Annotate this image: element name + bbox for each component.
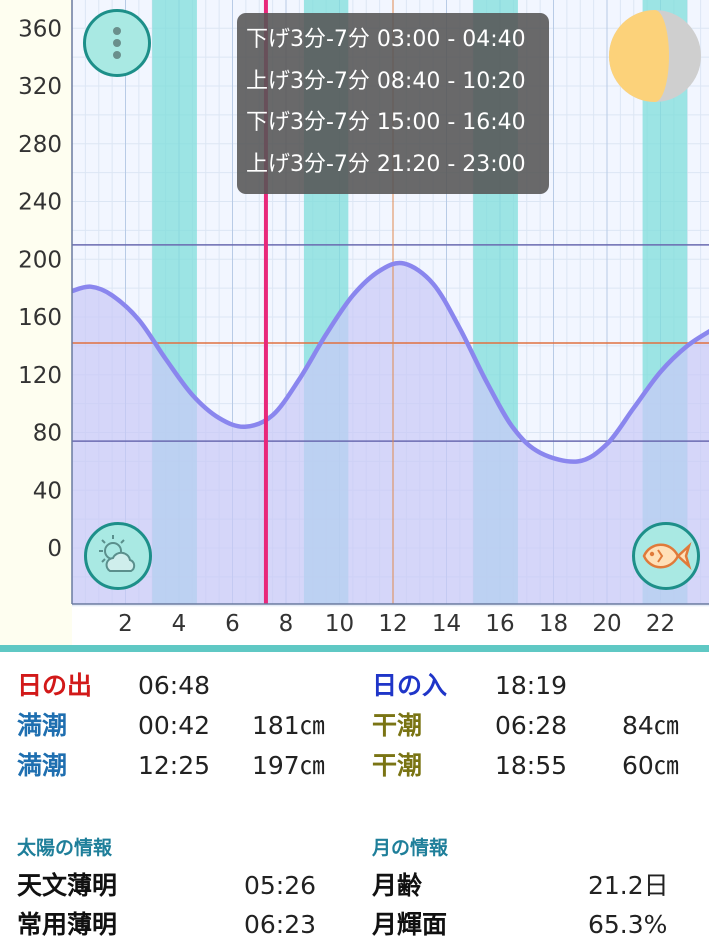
- popup-line: 上げ3分-7分 08:40 - 10:20: [246, 68, 526, 94]
- high-tide-label: 満潮: [17, 751, 68, 780]
- moon-age-value: 21.2日: [588, 871, 669, 900]
- sun-info-title: 太陽の情報: [17, 837, 113, 859]
- tide-area: [72, 263, 709, 604]
- dots-vertical-icon: [113, 27, 121, 59]
- tide-chart[interactable]: 360 320 280 240 200 160 120 80 40 0 2 4 6 8 10 12 14 16 18…: [0, 0, 709, 645]
- weather-button[interactable]: [84, 522, 152, 590]
- sunset-label: 日の入: [372, 671, 448, 700]
- popup-line: 上げ3分-7分 21:20 - 23:00: [246, 151, 526, 177]
- civil-twilight-label: 常用薄明: [17, 910, 118, 939]
- y-axis-panel: [0, 0, 72, 645]
- partly-cloudy-icon: [99, 535, 136, 572]
- menu-button[interactable]: [83, 9, 151, 77]
- moon-age-label: 月齢: [372, 871, 423, 900]
- high-tide-height: 197㎝: [252, 751, 325, 780]
- y-tick-label: 240: [18, 190, 62, 216]
- x-tick-label: 18: [539, 611, 568, 637]
- detail-row-2: 常用薄明 06:23 月輝面 65.3%: [0, 907, 709, 943]
- low-tide-height: 60㎝: [622, 751, 679, 780]
- fish-icon: [642, 542, 692, 570]
- y-tick-label: 200: [18, 247, 62, 273]
- x-tick-label: 20: [592, 611, 621, 637]
- low-tide-time: 18:55: [495, 751, 568, 780]
- y-tick-label: 40: [33, 478, 62, 504]
- section-divider: [0, 645, 709, 652]
- tide-row-2: 満潮 12:25 197㎝ 干潮 18:55 60㎝: [0, 748, 709, 784]
- sunset-time: 18:19: [495, 671, 568, 700]
- moon-phase-icon: [607, 8, 703, 104]
- high-tide-label: 満潮: [17, 711, 68, 740]
- y-tick-label: 360: [18, 16, 62, 42]
- sunrise-label: 日の出: [17, 671, 93, 700]
- x-tick-label: 4: [172, 611, 187, 637]
- tide-line: [71, 260, 709, 464]
- sun-row: 日の出 06:48 日の入 18:19: [0, 668, 709, 704]
- low-tide-label: 干潮: [372, 711, 423, 740]
- sunrise-time: 06:48: [138, 671, 211, 700]
- y-tick-label: 280: [18, 132, 62, 158]
- low-tide-time: 06:28: [495, 711, 568, 740]
- popup-line: 下げ3分-7分 15:00 - 16:40: [246, 110, 526, 135]
- y-tick-label: 0: [47, 536, 62, 562]
- popup-line: 下げ3分-7分 03:00 - 04:40: [246, 27, 526, 52]
- tide-row-1: 満潮 00:42 181㎝ 干潮 06:28 84㎝: [0, 708, 709, 744]
- moon-illumination-label: 月輝面: [372, 910, 448, 939]
- y-tick-label: 120: [18, 363, 62, 389]
- x-tick-label: 12: [378, 611, 407, 637]
- y-tick-label: 320: [18, 74, 62, 100]
- high-tide-height: 181㎝: [252, 711, 325, 740]
- low-tide-height: 84㎝: [622, 711, 679, 740]
- high-tide-time: 12:25: [138, 751, 211, 780]
- x-tick-label: 2: [118, 611, 133, 637]
- x-tick-label: 10: [325, 611, 354, 637]
- y-tick-label: 160: [18, 305, 62, 331]
- low-tide-label: 干潮: [372, 751, 423, 780]
- x-tick-label: 16: [485, 611, 514, 637]
- astronomical-twilight-value: 05:26: [244, 871, 317, 900]
- y-tick-label: 80: [33, 421, 62, 447]
- detail-row-1: 天文薄明 05:26 月齢 21.2日: [0, 868, 709, 904]
- x-tick-label: 6: [225, 611, 240, 637]
- fish-button[interactable]: [632, 522, 700, 590]
- x-tick-label: 14: [432, 611, 461, 637]
- civil-twilight-value: 06:23: [244, 910, 317, 939]
- fishing-window-popup: 下げ3分-7分 03:00 - 04:40 上げ3分-7分 08:40 - 10…: [237, 13, 549, 194]
- high-tide-time: 00:42: [138, 711, 211, 740]
- moon-info-title: 月の情報: [372, 837, 449, 859]
- x-tick-label: 8: [279, 611, 294, 637]
- x-tick-label: 22: [646, 611, 675, 637]
- astronomical-twilight-label: 天文薄明: [17, 871, 118, 900]
- moon-illumination-value: 65.3%: [588, 910, 668, 939]
